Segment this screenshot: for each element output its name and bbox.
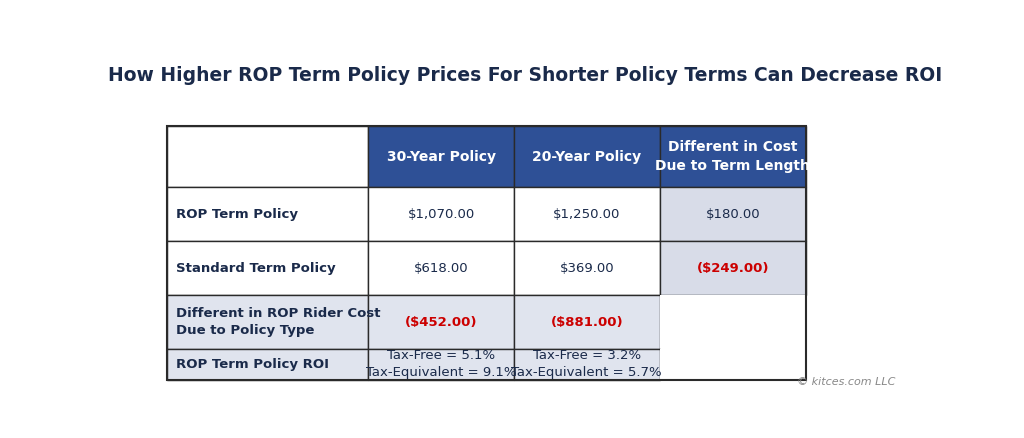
Text: 20-Year Policy: 20-Year Policy xyxy=(532,149,641,163)
Text: $1,070.00: $1,070.00 xyxy=(408,208,475,221)
Bar xyxy=(659,295,806,349)
Text: Different in Cost
Due to Term Length: Different in Cost Due to Term Length xyxy=(655,140,810,173)
Bar xyxy=(659,187,806,241)
Text: 30-Year Policy: 30-Year Policy xyxy=(387,149,496,163)
Bar xyxy=(369,295,514,349)
Bar xyxy=(167,187,369,241)
Bar xyxy=(659,241,806,295)
Text: Tax-Free = 5.1%
Tax-Equivalent = 9.1%: Tax-Free = 5.1% Tax-Equivalent = 9.1% xyxy=(366,350,516,379)
Bar xyxy=(369,126,514,187)
Bar xyxy=(659,349,806,380)
Bar xyxy=(167,349,369,380)
Text: ROP Term Policy ROI: ROP Term Policy ROI xyxy=(176,358,329,371)
Bar xyxy=(514,187,659,241)
Text: ($452.00): ($452.00) xyxy=(404,315,477,328)
Bar xyxy=(514,126,659,187)
Bar xyxy=(369,349,514,380)
Bar xyxy=(514,241,659,295)
Text: ROP Term Policy: ROP Term Policy xyxy=(176,208,298,221)
Bar xyxy=(167,126,806,380)
Text: $618.00: $618.00 xyxy=(414,261,468,275)
Text: $1,250.00: $1,250.00 xyxy=(553,208,621,221)
Bar xyxy=(167,295,369,349)
Bar xyxy=(369,187,514,241)
Text: ($881.00): ($881.00) xyxy=(551,315,624,328)
Text: ($249.00): ($249.00) xyxy=(696,261,769,275)
Text: How Higher ROP Term Policy Prices For Shorter Policy Terms Can Decrease ROI: How Higher ROP Term Policy Prices For Sh… xyxy=(108,66,942,85)
Text: © kitces.com LLC: © kitces.com LLC xyxy=(797,377,895,387)
Bar xyxy=(167,241,369,295)
Text: Different in ROP Rider Cost
Due to Policy Type: Different in ROP Rider Cost Due to Polic… xyxy=(176,307,381,337)
Bar xyxy=(659,126,806,187)
Bar xyxy=(167,126,369,187)
Text: $180.00: $180.00 xyxy=(706,208,760,221)
Bar xyxy=(369,241,514,295)
Text: $369.00: $369.00 xyxy=(559,261,614,275)
Bar xyxy=(514,295,659,349)
Bar xyxy=(514,349,659,380)
Text: Standard Term Policy: Standard Term Policy xyxy=(176,261,336,275)
Text: Tax-Free = 3.2%
Tax-Equivalent = 5.7%: Tax-Free = 3.2% Tax-Equivalent = 5.7% xyxy=(511,350,663,379)
